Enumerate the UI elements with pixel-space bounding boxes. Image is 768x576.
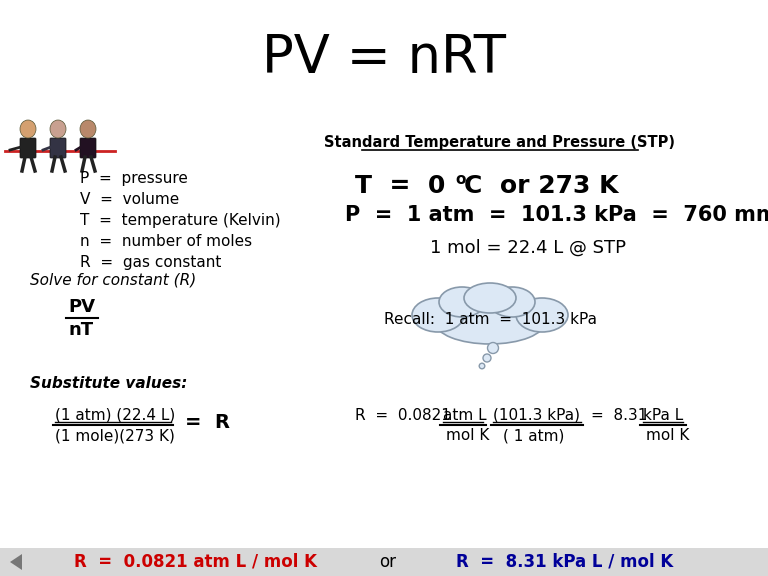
Text: or: or bbox=[379, 553, 396, 571]
Ellipse shape bbox=[488, 343, 498, 354]
FancyBboxPatch shape bbox=[50, 138, 66, 158]
Text: V  =  volume: V = volume bbox=[80, 191, 179, 207]
Text: R  =  0.0821 atm L / mol K: R = 0.0821 atm L / mol K bbox=[74, 553, 316, 571]
Ellipse shape bbox=[50, 120, 66, 138]
Text: R  =  8.31 kPa L / mol K: R = 8.31 kPa L / mol K bbox=[456, 553, 674, 571]
Text: n  =  number of moles: n = number of moles bbox=[80, 233, 252, 248]
Text: Standard Temperature and Pressure (STP): Standard Temperature and Pressure (STP) bbox=[325, 135, 676, 150]
Text: PV = nRT: PV = nRT bbox=[262, 32, 506, 84]
Text: =  8.31: = 8.31 bbox=[591, 407, 647, 423]
Text: R  =  gas constant: R = gas constant bbox=[80, 255, 221, 270]
Text: mol K: mol K bbox=[646, 429, 690, 444]
Text: C  or 273 K: C or 273 K bbox=[464, 174, 618, 198]
Ellipse shape bbox=[516, 298, 568, 332]
Text: nT: nT bbox=[68, 321, 93, 339]
Text: Solve for constant (R): Solve for constant (R) bbox=[30, 272, 197, 287]
Text: atm L: atm L bbox=[443, 407, 487, 423]
Text: Substitute values:: Substitute values: bbox=[30, 376, 187, 391]
Ellipse shape bbox=[464, 283, 516, 313]
Text: 1 mol = 22.4 L @ STP: 1 mol = 22.4 L @ STP bbox=[430, 239, 626, 257]
Polygon shape bbox=[10, 554, 22, 570]
FancyBboxPatch shape bbox=[0, 548, 768, 576]
Ellipse shape bbox=[483, 354, 491, 362]
Text: T  =  temperature (Kelvin): T = temperature (Kelvin) bbox=[80, 213, 280, 228]
Ellipse shape bbox=[80, 120, 96, 138]
Text: PV: PV bbox=[68, 298, 95, 316]
Text: ( 1 atm): ( 1 atm) bbox=[503, 429, 564, 444]
Text: T  =  0: T = 0 bbox=[355, 174, 454, 198]
Ellipse shape bbox=[20, 120, 36, 138]
Ellipse shape bbox=[412, 298, 464, 332]
FancyBboxPatch shape bbox=[80, 138, 96, 158]
Ellipse shape bbox=[489, 287, 535, 317]
Text: mol K: mol K bbox=[446, 429, 489, 444]
Text: kPa L: kPa L bbox=[643, 407, 684, 423]
Text: P  =  pressure: P = pressure bbox=[80, 170, 188, 185]
Text: (1 atm) (22.4 L): (1 atm) (22.4 L) bbox=[55, 407, 175, 423]
Text: P  =  1 atm  =  101.3 kPa  =  760 mm Hg: P = 1 atm = 101.3 kPa = 760 mm Hg bbox=[345, 205, 768, 225]
Ellipse shape bbox=[439, 287, 485, 317]
FancyBboxPatch shape bbox=[20, 138, 36, 158]
Text: (101.3 kPa): (101.3 kPa) bbox=[493, 407, 580, 423]
Text: (1 mole)(273 K): (1 mole)(273 K) bbox=[55, 429, 175, 444]
Text: =  R: = R bbox=[185, 414, 230, 433]
Text: Recall:  1 atm  =  101.3 kPa: Recall: 1 atm = 101.3 kPa bbox=[383, 313, 597, 328]
Text: o: o bbox=[455, 172, 465, 187]
Ellipse shape bbox=[479, 363, 485, 369]
Ellipse shape bbox=[435, 300, 545, 344]
Text: R  =  0.0821: R = 0.0821 bbox=[355, 407, 451, 423]
